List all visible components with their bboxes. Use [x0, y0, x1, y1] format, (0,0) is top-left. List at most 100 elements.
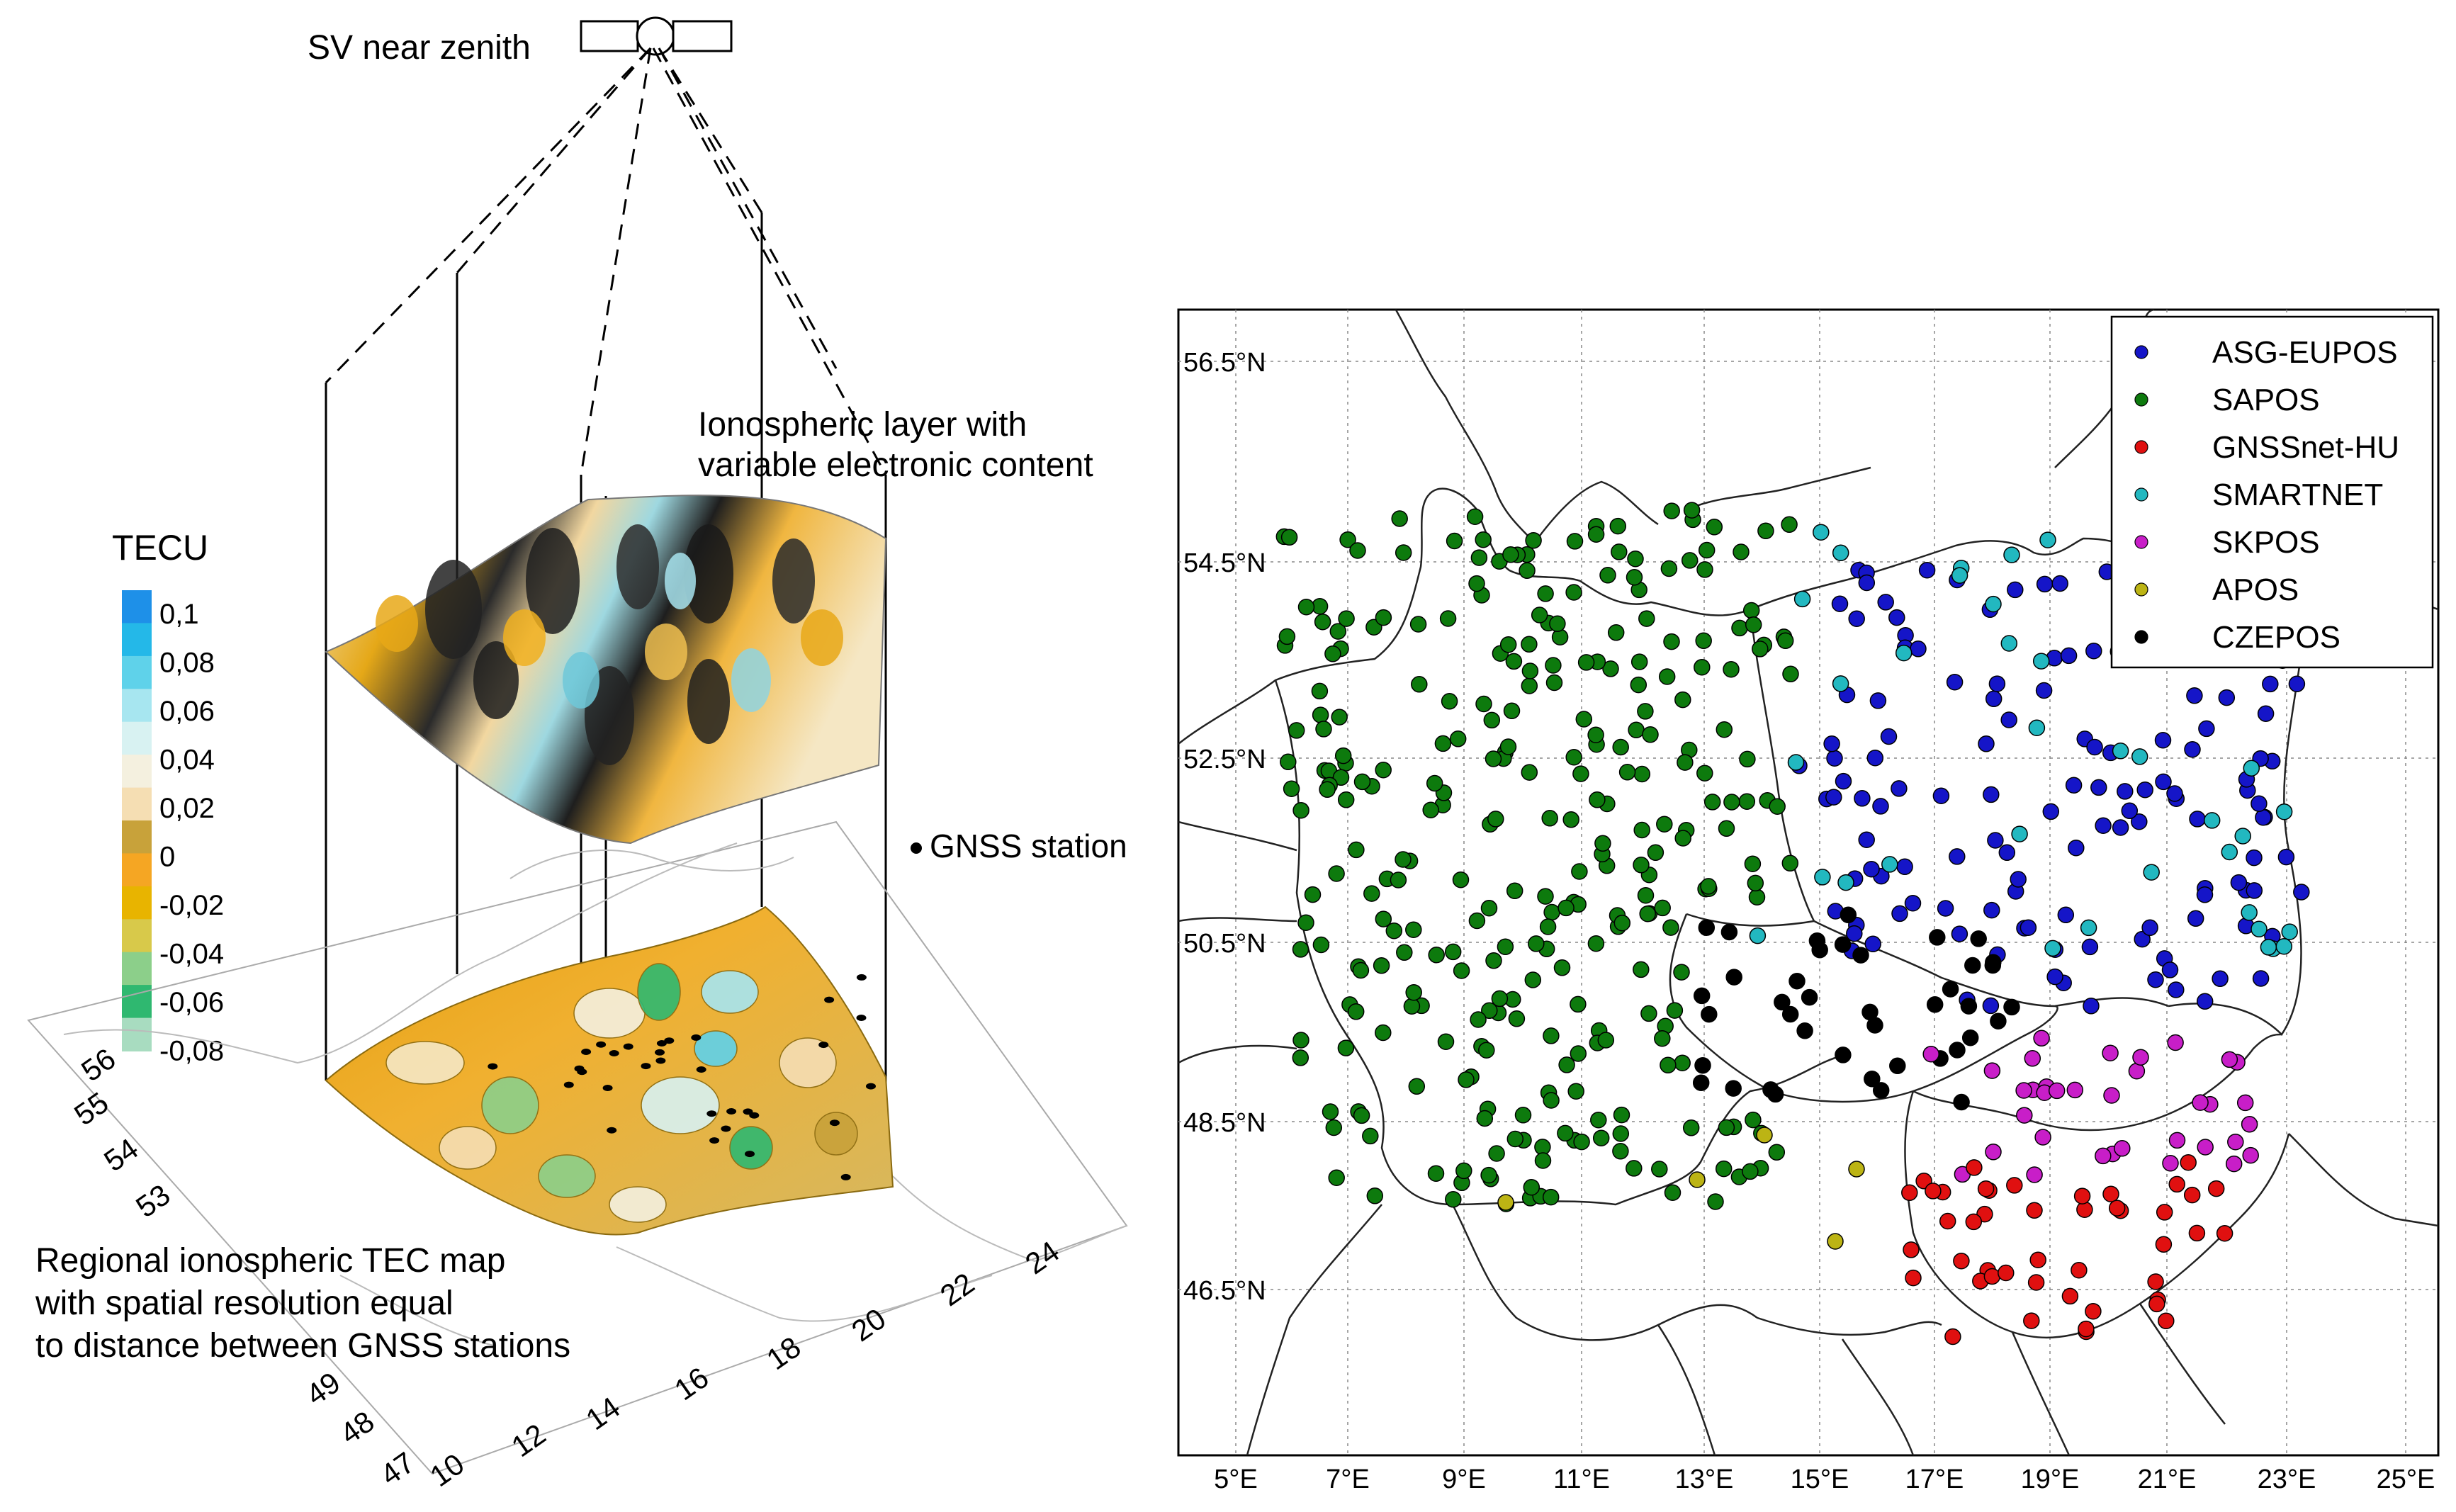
- station-point: [1639, 905, 1656, 923]
- station-point: [1910, 641, 1927, 658]
- station-point: [1411, 676, 1428, 693]
- lat-label: 54.5°N: [1183, 548, 1266, 578]
- station-point: [1858, 831, 1875, 848]
- colorbar-swatch: [122, 623, 152, 657]
- station-point: [1774, 993, 1791, 1011]
- station-point: [2071, 1261, 2088, 1279]
- station-point: [1502, 546, 1519, 563]
- station-point: [1505, 653, 1523, 670]
- station-point: [1573, 1133, 1590, 1151]
- station-point: [1674, 691, 1691, 709]
- station-point: [2293, 884, 2310, 901]
- station-point: [2242, 1146, 2259, 1164]
- station-point: [1485, 952, 1502, 969]
- station-point: [1747, 874, 1764, 892]
- station-point: [1497, 1194, 1514, 1211]
- station-point: [1292, 801, 1309, 819]
- map-station-dot: [709, 1137, 720, 1144]
- station-point: [2158, 1312, 2175, 1330]
- station-point: [1297, 598, 1315, 616]
- station-point: [1278, 628, 1296, 645]
- station-point: [1789, 972, 1806, 990]
- station-point: [1363, 885, 1380, 902]
- station-point: [1946, 673, 1964, 691]
- map-station-dot: [743, 1108, 753, 1115]
- station-point: [1866, 1017, 1883, 1034]
- legend-marker: [2134, 440, 2148, 454]
- colorbar-label: -0,06: [159, 987, 224, 1018]
- legend-marker: [2134, 582, 2148, 597]
- station-point: [1455, 1162, 1472, 1180]
- station-point: [1881, 856, 1898, 873]
- station-point: [2225, 1155, 2243, 1173]
- station-point: [1292, 941, 1309, 958]
- station-point: [1626, 1160, 1643, 1177]
- station-point: [1545, 674, 1563, 692]
- station-point: [1607, 624, 1625, 641]
- station-point: [1567, 1083, 1584, 1100]
- station-point: [1733, 543, 1750, 560]
- station-point: [1872, 1082, 1890, 1099]
- station-point: [1395, 544, 1412, 561]
- network-legend: ASG-EUPOS SAPOS GNSSnet-HU SMARTNET SKPOS APO…: [2110, 315, 2434, 669]
- station-point: [1403, 998, 1421, 1015]
- colorbar-label: -0,08: [159, 1036, 224, 1067]
- ionospheric-layer-surface: [325, 495, 887, 845]
- station-point: [1385, 922, 1403, 940]
- station-point: [1352, 961, 1370, 979]
- station-point: [1891, 905, 1908, 923]
- map-station-dot: [856, 1015, 867, 1021]
- station-point: [2035, 682, 2053, 699]
- station-point: [1768, 1144, 1786, 1161]
- legend-entry: ASG-EUPOS: [2212, 335, 2398, 370]
- legend-marker: [2134, 345, 2148, 359]
- map-station-dot: [655, 1057, 666, 1064]
- station-point: [1990, 1012, 2007, 1029]
- station-point: [1723, 660, 1740, 678]
- layer-peak: [665, 553, 696, 609]
- station-point: [1347, 1003, 1365, 1020]
- lon-label: 19°E: [2021, 1465, 2080, 1494]
- colorbar-swatch: [122, 755, 152, 789]
- station-point: [2246, 849, 2263, 867]
- station-point: [1725, 1080, 1742, 1097]
- station-point: [1353, 773, 1371, 791]
- lat-label: 48.5°N: [1183, 1108, 1266, 1138]
- station-point: [2234, 828, 2251, 845]
- colorbar-swatch: [122, 689, 152, 723]
- station-point: [1642, 726, 1659, 743]
- station-point: [2016, 1107, 2033, 1124]
- station-point: [1452, 871, 1470, 888]
- layer-peak: [473, 641, 519, 719]
- station-point: [1481, 1002, 1498, 1020]
- station-point: [1656, 816, 1673, 833]
- station-point: [1658, 668, 1676, 685]
- station-point: [2251, 795, 2268, 812]
- station-point: [1437, 1033, 1455, 1050]
- station-point: [2221, 1051, 2238, 1068]
- satellite-label: SV near zenith: [308, 29, 531, 67]
- station-point: [1925, 1183, 1942, 1200]
- station-point: [1630, 653, 1648, 670]
- station-point: [2168, 1132, 2186, 1149]
- station-point: [1673, 964, 1690, 981]
- station-point: [2065, 777, 2083, 794]
- station-point: [1337, 791, 1355, 808]
- station-point: [1566, 533, 1584, 550]
- station-point: [1929, 929, 1946, 946]
- contour-patch: [814, 1112, 858, 1156]
- contour-patch: [439, 1126, 497, 1170]
- layer-label-line1: Ionospheric layer with: [698, 406, 1027, 444]
- station-point: [1280, 529, 1298, 546]
- station-map: 56.5°N 54.5°N 52.5°N 50.5°N 48.5°N 46.5°N 5°E…: [1177, 308, 2440, 1494]
- lon-label: 5°E: [1214, 1465, 1258, 1494]
- station-point: [1475, 695, 1492, 713]
- station-point: [1328, 1169, 1345, 1186]
- station-point: [1888, 609, 1905, 626]
- station-point: [1700, 878, 1717, 895]
- colorbar-label: -0,02: [159, 890, 224, 921]
- contour-patch: [637, 963, 681, 1021]
- station-point: [2155, 1236, 2173, 1253]
- station-point: [1814, 869, 1831, 886]
